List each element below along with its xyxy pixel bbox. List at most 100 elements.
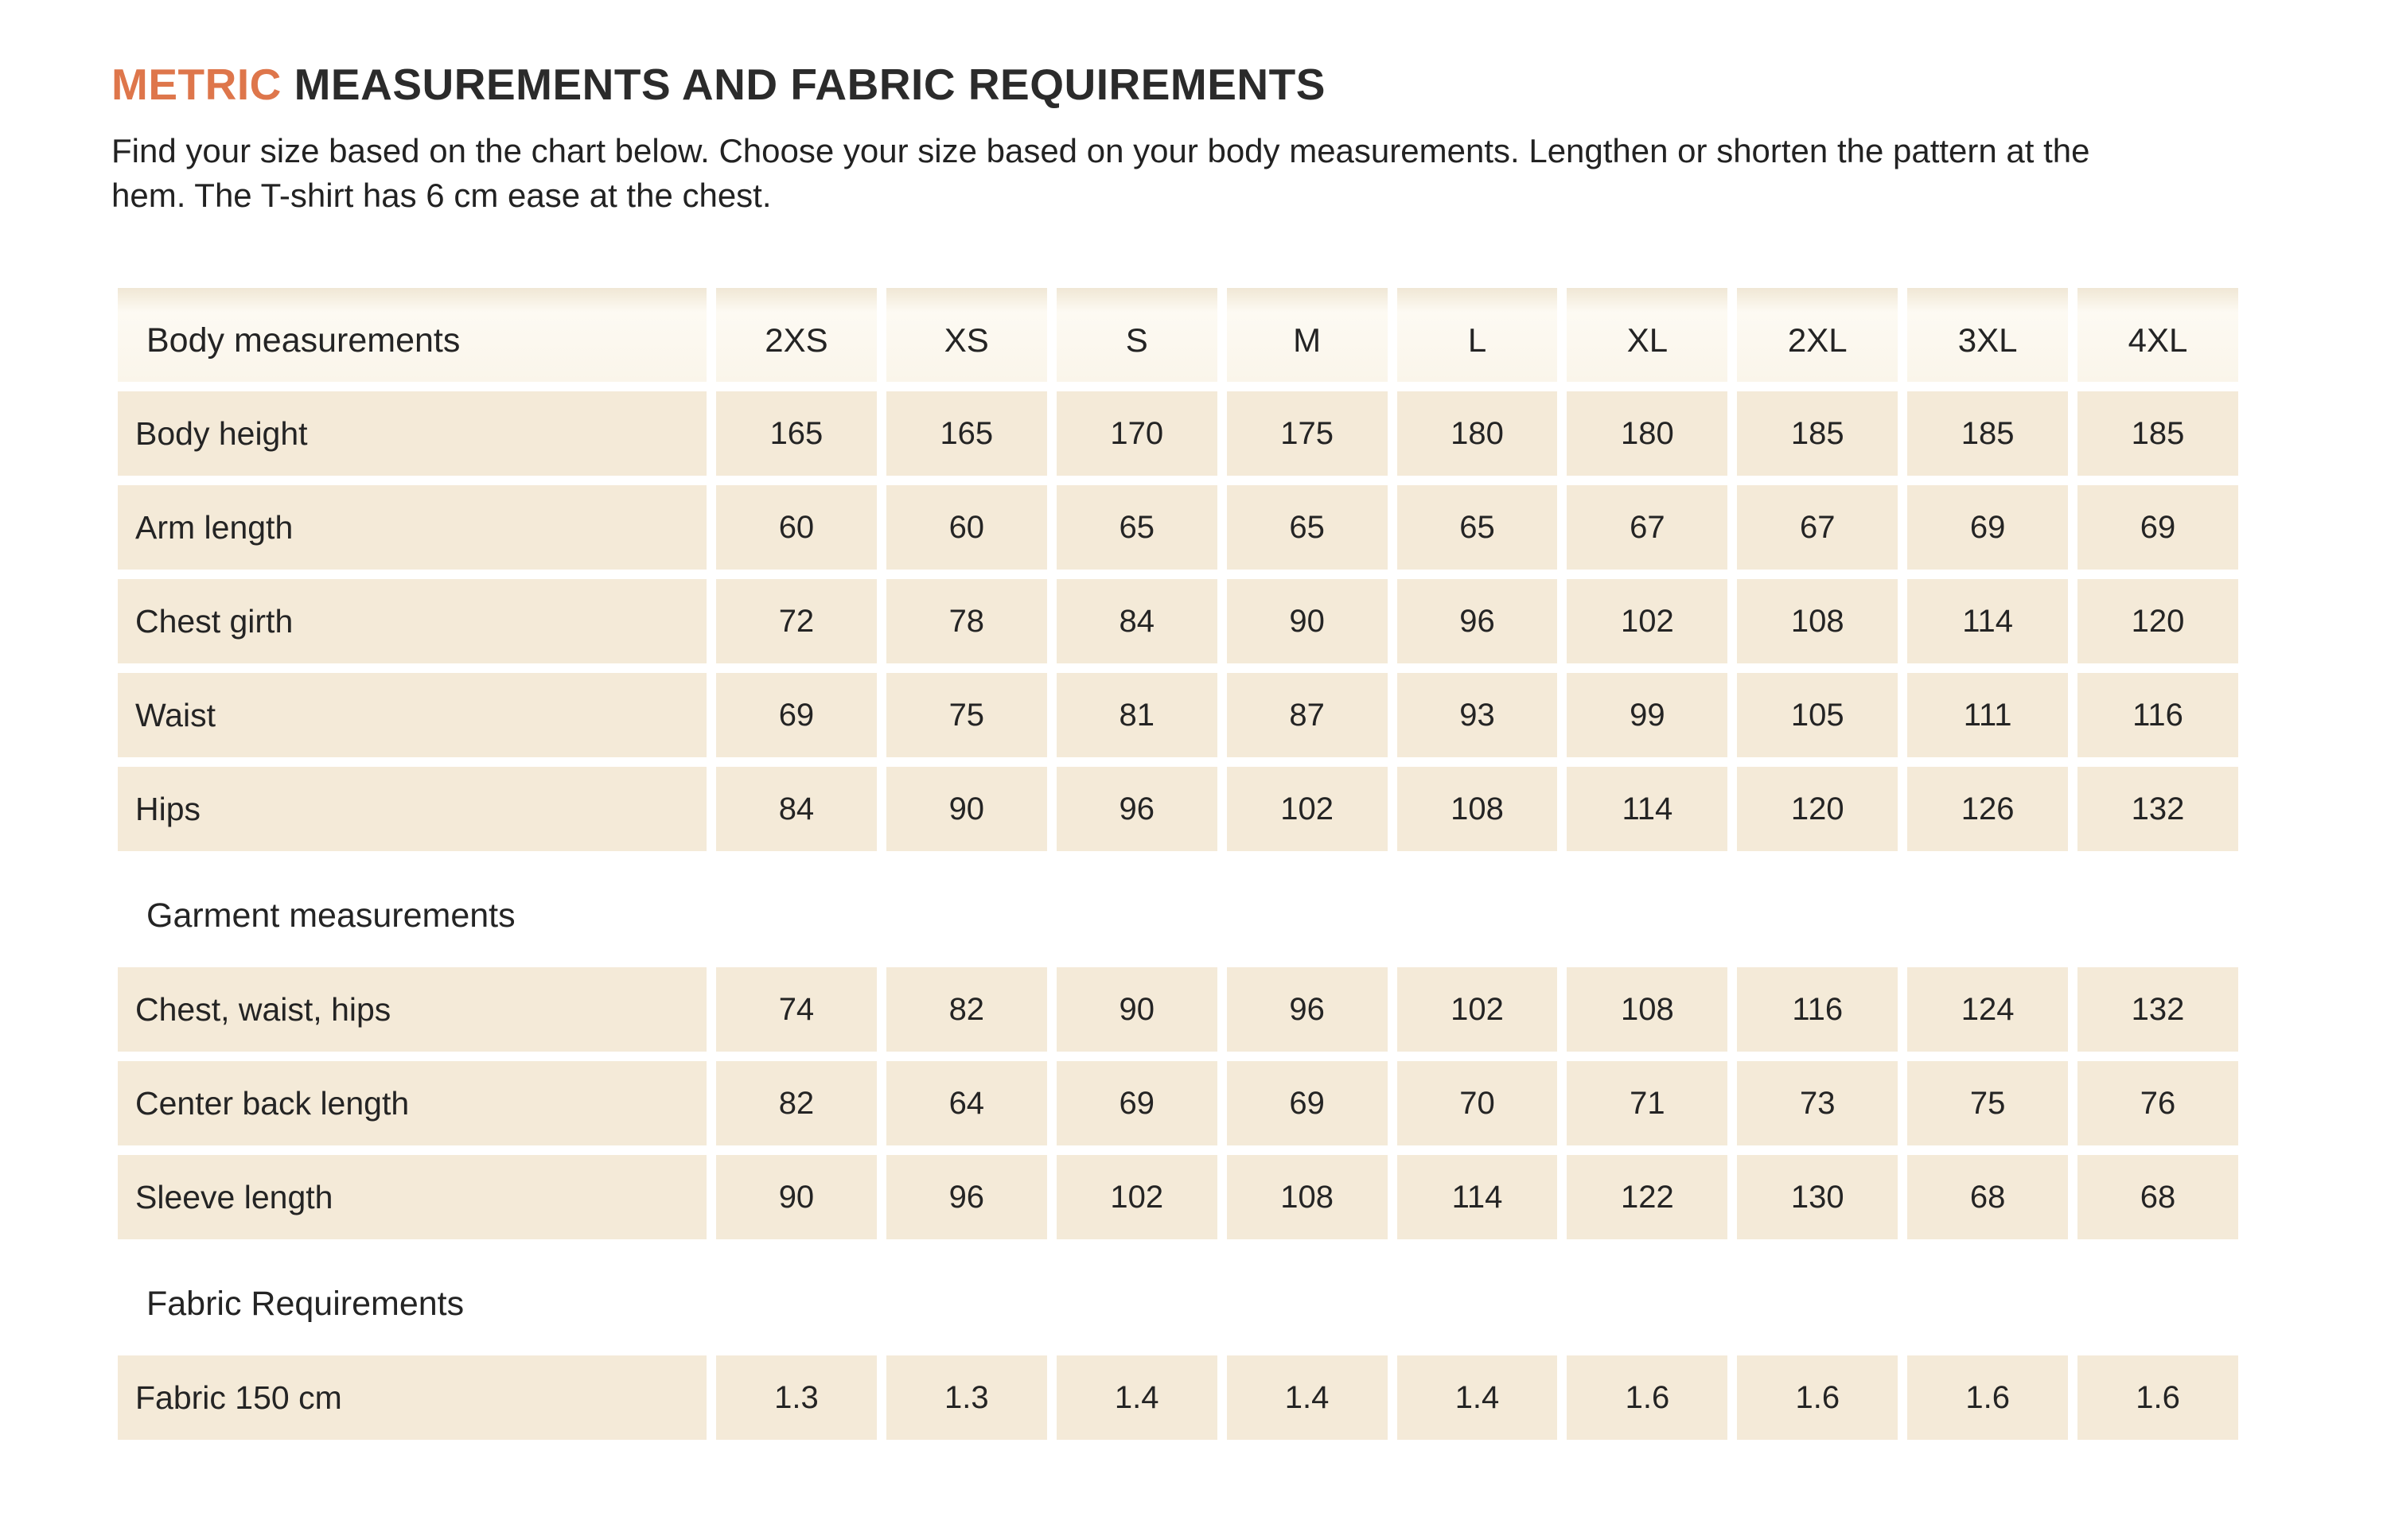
cell-value: 175 <box>1226 391 1388 476</box>
cell-value: 185 <box>1907 391 2069 476</box>
row-label: Sleeve length <box>118 1155 707 1239</box>
cell-value: 69 <box>1226 1061 1388 1145</box>
table-row: Chest girth 72 78 84 90 96 102 108 114 120 <box>118 579 2238 663</box>
row-label: Arm length <box>118 485 707 570</box>
cell-value: 90 <box>886 767 1047 851</box>
cell-value: 126 <box>1907 767 2069 851</box>
cell-value: 102 <box>1226 767 1388 851</box>
cell-value: 1.3 <box>716 1355 877 1440</box>
cell-value: 165 <box>886 391 1047 476</box>
cell-value: 180 <box>1396 391 1558 476</box>
cell-value: 74 <box>716 967 877 1052</box>
cell-value: 68 <box>2077 1155 2238 1239</box>
row-label: Hips <box>118 767 707 851</box>
cell-value: 102 <box>1567 579 1728 663</box>
size-header: S <box>1056 288 1217 382</box>
subtitle-line: Find your size based on the chart below.… <box>111 132 2090 169</box>
size-header: 2XS <box>716 288 877 382</box>
cell-value: 87 <box>1226 673 1388 757</box>
cell-value: 65 <box>1396 485 1558 570</box>
cell-value: 1.6 <box>1907 1355 2069 1440</box>
page-subtitle: Find your size based on the chart below.… <box>111 129 2284 218</box>
page-title: METRIC MEASUREMENTS AND FABRIC REQUIREME… <box>111 59 2284 110</box>
table-row: Chest, waist, hips 74 82 90 96 102 108 116 124 13… <box>118 967 2238 1052</box>
cell-value: 1.6 <box>1737 1355 1898 1440</box>
cell-value: 60 <box>886 485 1047 570</box>
table-header-label: Body measurements <box>118 288 707 382</box>
size-header: 2XL <box>1737 288 1898 382</box>
cell-value: 90 <box>716 1155 877 1239</box>
cell-value: 108 <box>1226 1155 1388 1239</box>
cell-value: 68 <box>1907 1155 2069 1239</box>
cell-value: 1.4 <box>1396 1355 1558 1440</box>
cell-value: 93 <box>1396 673 1558 757</box>
cell-value: 82 <box>716 1061 877 1145</box>
cell-value: 114 <box>1396 1155 1558 1239</box>
cell-value: 1.4 <box>1226 1355 1388 1440</box>
row-label: Waist <box>118 673 707 757</box>
size-header: XL <box>1567 288 1728 382</box>
size-table: Body measurements 2XS XS S M L XL 2XL 3XL 4XL Body… <box>118 288 2238 1440</box>
cell-value: 102 <box>1056 1155 1217 1239</box>
size-header: M <box>1226 288 1388 382</box>
cell-value: 1.6 <box>1567 1355 1728 1440</box>
cell-value: 73 <box>1737 1061 1898 1145</box>
table-row: Arm length 60 60 65 65 65 67 67 69 69 <box>118 485 2238 570</box>
cell-value: 116 <box>1737 967 1898 1052</box>
cell-value: 180 <box>1567 391 1728 476</box>
cell-value: 69 <box>716 673 877 757</box>
cell-value: 99 <box>1567 673 1728 757</box>
cell-value: 1.6 <box>2077 1355 2238 1440</box>
cell-value: 71 <box>1567 1061 1728 1145</box>
cell-value: 96 <box>1056 767 1217 851</box>
size-header: 4XL <box>2077 288 2238 382</box>
cell-value: 69 <box>1907 485 2069 570</box>
cell-value: 170 <box>1056 391 1217 476</box>
cell-value: 116 <box>2077 673 2238 757</box>
row-label: Chest girth <box>118 579 707 663</box>
row-label: Fabric 150 cm <box>118 1355 707 1440</box>
cell-value: 132 <box>2077 967 2238 1052</box>
cell-value: 84 <box>716 767 877 851</box>
cell-value: 75 <box>886 673 1047 757</box>
cell-value: 108 <box>1567 967 1728 1052</box>
cell-value: 120 <box>2077 579 2238 663</box>
cell-value: 72 <box>716 579 877 663</box>
cell-value: 114 <box>1907 579 2069 663</box>
cell-value: 114 <box>1567 767 1728 851</box>
cell-value: 130 <box>1737 1155 1898 1239</box>
cell-value: 69 <box>2077 485 2238 570</box>
cell-value: 90 <box>1226 579 1388 663</box>
cell-value: 96 <box>1226 967 1388 1052</box>
row-label: Body height <box>118 391 707 476</box>
table-row: Center back length 82 64 69 69 70 71 73 75 76 <box>118 1061 2238 1145</box>
cell-value: 78 <box>886 579 1047 663</box>
size-header: L <box>1396 288 1558 382</box>
row-label: Center back length <box>118 1061 707 1145</box>
cell-value: 82 <box>886 967 1047 1052</box>
cell-value: 96 <box>1396 579 1558 663</box>
table-row: Waist 69 75 81 87 93 99 105 111 116 <box>118 673 2238 757</box>
cell-value: 1.4 <box>1056 1355 1217 1440</box>
cell-value: 132 <box>2077 767 2238 851</box>
cell-value: 65 <box>1056 485 1217 570</box>
table-row: Sleeve length 90 96 102 108 114 122 130 68 68 <box>118 1155 2238 1239</box>
cell-value: 75 <box>1907 1061 2069 1145</box>
cell-value: 108 <box>1737 579 1898 663</box>
table-header-row: Body measurements 2XS XS S M L XL 2XL 3XL 4XL <box>118 288 2238 382</box>
cell-value: 122 <box>1567 1155 1728 1239</box>
cell-value: 111 <box>1907 673 2069 757</box>
cell-value: 67 <box>1567 485 1728 570</box>
cell-value: 108 <box>1396 767 1558 851</box>
cell-value: 81 <box>1056 673 1217 757</box>
size-header: XS <box>886 288 1047 382</box>
section-title: Fabric Requirements <box>118 1262 2238 1346</box>
cell-value: 120 <box>1737 767 1898 851</box>
cell-value: 165 <box>716 391 877 476</box>
subtitle-line: hem. The T-shirt has 6 cm ease at the ch… <box>111 177 772 214</box>
title-rest-text: MEASUREMENTS AND FABRIC REQUIREMENTS <box>281 60 1326 109</box>
cell-value: 67 <box>1737 485 1898 570</box>
cell-value: 64 <box>886 1061 1047 1145</box>
row-label: Chest, waist, hips <box>118 967 707 1052</box>
